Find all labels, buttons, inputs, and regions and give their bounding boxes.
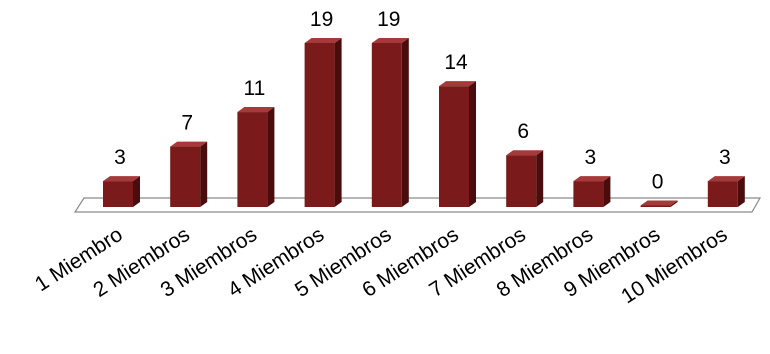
bar [707, 176, 745, 207]
data-label: 6 [517, 120, 529, 143]
data-label: 7 [181, 112, 193, 135]
data-label: 19 [377, 8, 400, 31]
bar [640, 200, 678, 207]
bar [170, 141, 208, 207]
bar-side [133, 176, 140, 207]
bars [103, 38, 745, 207]
bar [304, 38, 342, 207]
data-labels: 3 7 11 19 19 14 6 3 0 3 [114, 8, 730, 194]
bar-top [103, 176, 140, 182]
bar-front [103, 181, 133, 207]
bar-top [304, 38, 342, 43]
bar [439, 81, 476, 207]
bar-front [371, 43, 402, 207]
bar-front [237, 112, 268, 207]
bar [371, 38, 409, 207]
bar-front [707, 181, 738, 207]
bar-top [371, 38, 409, 43]
bar [573, 176, 611, 207]
bar-front [439, 86, 469, 207]
bar-side [267, 107, 275, 207]
bar-front [640, 205, 671, 207]
bar-front [170, 146, 201, 207]
bar [103, 176, 140, 207]
bar-front [506, 155, 537, 207]
bar-front [573, 181, 604, 207]
bar [506, 150, 544, 207]
data-label: 11 [243, 77, 265, 100]
data-label: 19 [310, 8, 333, 31]
bar-side [536, 150, 544, 207]
bar-top [506, 150, 544, 156]
data-label: 3 [719, 146, 731, 169]
bar-side [200, 141, 208, 207]
bar-top [237, 107, 275, 113]
data-label: 3 [585, 146, 597, 169]
bar-side [334, 38, 342, 207]
bar-side [469, 81, 476, 207]
bar-side [737, 176, 745, 207]
data-label: 14 [444, 51, 468, 74]
bar-top [170, 141, 208, 147]
bar-side [401, 38, 409, 207]
bar-side [670, 200, 678, 207]
bar-top [439, 81, 476, 87]
bar [237, 107, 275, 207]
bar-side [603, 176, 611, 207]
bar-top [573, 176, 611, 182]
data-label: 3 [114, 146, 126, 169]
data-label: 0 [652, 171, 664, 194]
bar-front [304, 43, 335, 207]
bar-top [707, 176, 745, 182]
bar-top [640, 200, 678, 206]
